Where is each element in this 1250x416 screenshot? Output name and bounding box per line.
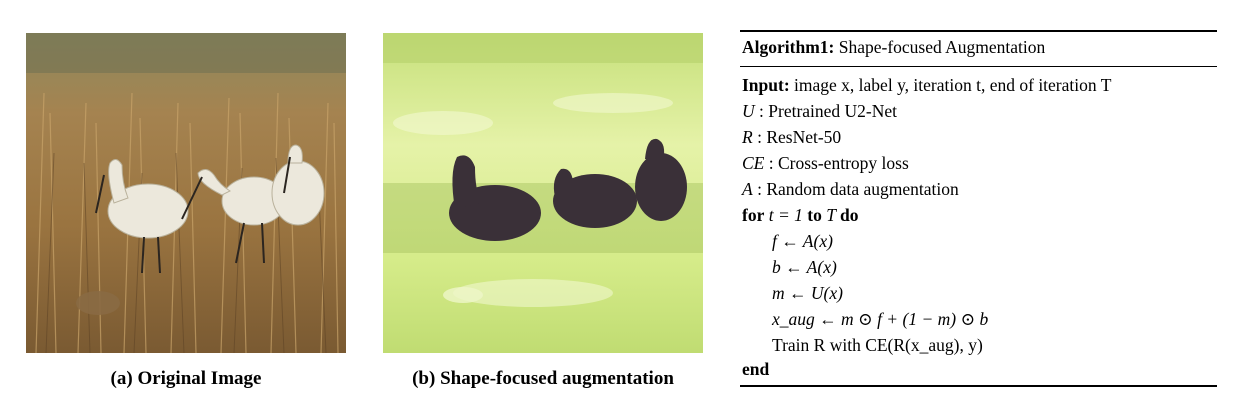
caption-a-label: (a) (110, 368, 133, 389)
def-text: : Pretrained U2-Net (754, 101, 898, 121)
loop-condition: t = 1 (764, 205, 808, 225)
keyword-do: do (840, 205, 859, 225)
def-text: : Cross-entropy loss (764, 153, 909, 173)
caption-b: (b) Shape-focused augmentation (383, 368, 703, 390)
input-label: Input: (742, 75, 790, 95)
algorithm-title: Algorithm1: Shape-focused Augmentation (742, 36, 1045, 58)
body-line-train: Train R with CE(R(x_aug), y) (772, 335, 983, 355)
augmented-image-graphic (383, 33, 703, 353)
keyword-to: to (807, 205, 822, 225)
algorithm-input-line: Input: image x, label y, iteration t, en… (742, 74, 1111, 96)
algorithm-title-text: Shape-focused Augmentation (834, 37, 1046, 57)
input-text: image x, label y, iteration t, end of it… (789, 75, 1112, 95)
loop-bound: T (821, 205, 841, 225)
augmented-image (383, 33, 703, 353)
for-loop-line: for t = 1 to T do (742, 204, 859, 226)
body-line-m: m ← U(x) (772, 283, 843, 303)
def-text: : ResNet-50 (752, 127, 842, 147)
caption-b-text: Shape-focused augmentation (440, 368, 674, 389)
def-line-ce: CE : Cross-entropy loss (742, 152, 909, 174)
def-line-r: R : ResNet-50 (742, 126, 841, 148)
def-line-a: A : Random data augmentation (742, 178, 959, 200)
body-line-f: f ← A(x) (772, 231, 833, 251)
original-image-graphic (26, 33, 346, 353)
def-symbol: CE (742, 153, 765, 173)
keyword-for: for (742, 205, 765, 225)
def-symbol: R (742, 127, 753, 147)
algorithm-box: Algorithm1: Shape-focused Augmentation I… (740, 30, 1217, 388)
original-image (26, 33, 346, 353)
algorithm-title-rule (740, 66, 1217, 67)
algorithm-bottom-rule (740, 385, 1217, 387)
caption-a: (a) Original Image (26, 368, 346, 390)
caption-b-label: (b) (412, 368, 436, 389)
def-line-u: U : Pretrained U2-Net (742, 100, 897, 122)
algorithm-title-label: Algorithm1: (742, 37, 835, 57)
body-line-b: b ← A(x) (772, 257, 837, 277)
def-text: : Random data augmentation (752, 179, 959, 199)
keyword-end: end (742, 359, 770, 379)
def-symbol: A (742, 179, 753, 199)
caption-a-text: Original Image (137, 368, 262, 389)
algorithm-top-rule (740, 30, 1217, 32)
def-symbol: U (742, 101, 755, 121)
body-line-xaug: x_aug ← m ⊙ f + (1 − m) ⊙ b (772, 309, 989, 329)
